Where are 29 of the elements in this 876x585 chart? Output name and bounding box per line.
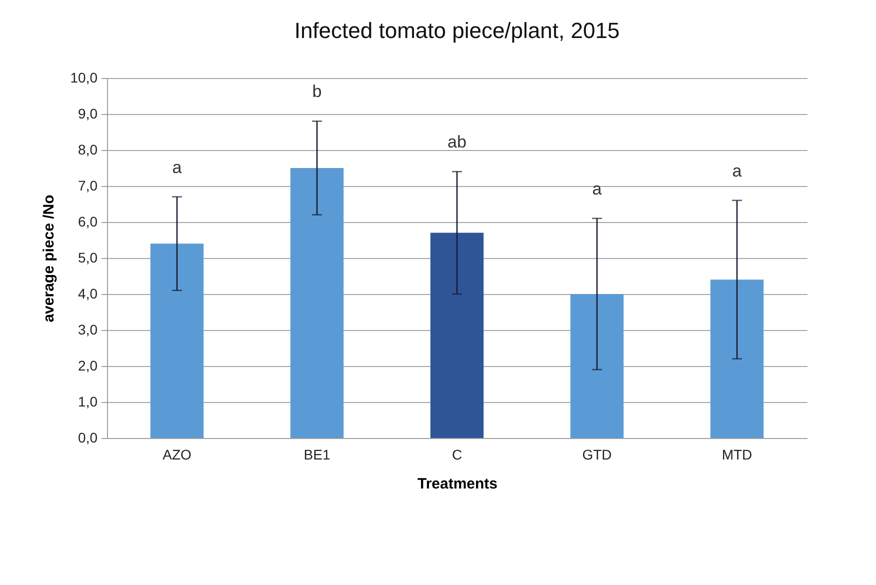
bar — [290, 168, 344, 438]
annotation: a — [592, 179, 602, 198]
annotation: a — [172, 158, 182, 177]
annotation: ab — [448, 132, 466, 152]
annotation: a — [732, 161, 742, 180]
y-tick-label: 1,0 — [78, 394, 98, 410]
y-axis-title: average piece /No — [40, 194, 58, 322]
y-tick-label: 2,0 — [78, 358, 98, 374]
y-tick-label: 3,0 — [78, 322, 98, 338]
x-axis-title: Treatments — [417, 476, 498, 492]
x-tick-label: BE1 — [304, 446, 330, 462]
x-tick-label: AZO — [162, 446, 192, 462]
bar — [710, 280, 764, 438]
y-tick-label: 6,0 — [78, 214, 98, 230]
bar — [150, 244, 204, 438]
y-tick-label: 7,0 — [78, 178, 98, 194]
y-tick-label: 4,0 — [78, 286, 98, 302]
y-tick-label: 8,0 — [78, 142, 98, 158]
y-tick-label: 0,0 — [78, 430, 98, 446]
chart-title: Infected tomato piece/plant, 2015 — [294, 18, 620, 43]
x-tick-label: MTD — [722, 446, 752, 462]
y-tick-label: 10,0 — [70, 70, 98, 86]
bar — [430, 232, 484, 438]
x-tick-label: C — [452, 446, 462, 462]
y-tick-label: 9,0 — [78, 106, 98, 122]
bar — [570, 294, 624, 438]
annotation: b — [312, 82, 322, 102]
x-tick-label: GTD — [582, 446, 612, 462]
y-tick-label: 5,0 — [78, 250, 98, 266]
